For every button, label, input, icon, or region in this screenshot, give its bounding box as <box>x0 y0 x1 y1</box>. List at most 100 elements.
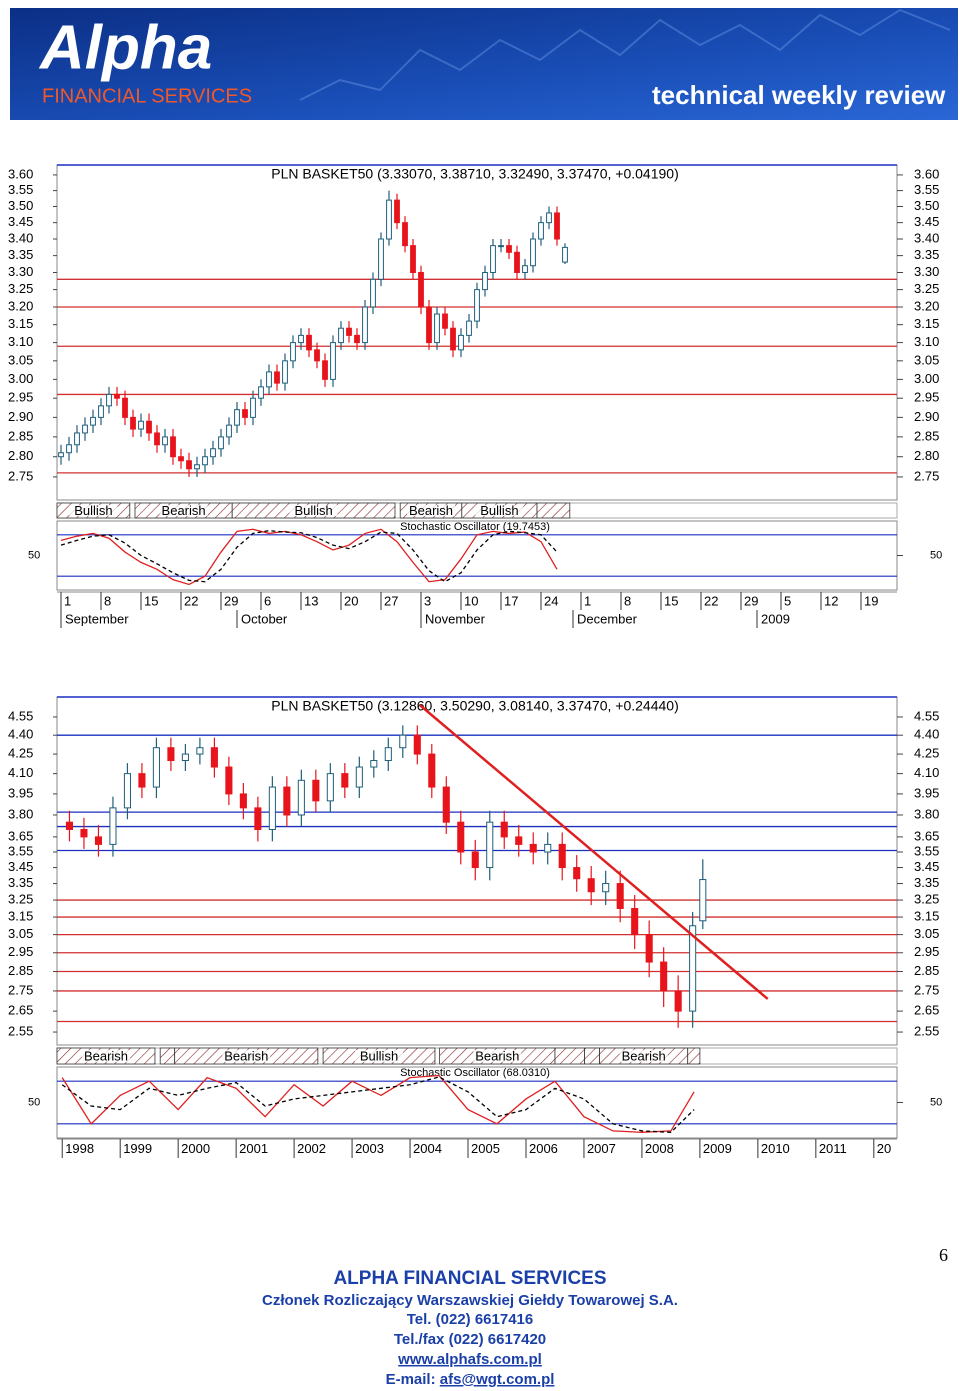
y-tick-label: 3.65 <box>8 828 33 843</box>
x-tick-label: 22 <box>704 593 718 608</box>
candle-body <box>490 245 496 273</box>
candle-body <box>544 843 552 853</box>
candle-body <box>98 405 104 418</box>
y-tick-label-right: 3.20 <box>914 298 939 313</box>
y-tick-label: 2.80 <box>8 448 33 463</box>
candle-body <box>266 371 272 388</box>
candle-body <box>239 793 247 809</box>
candle-body <box>458 334 464 351</box>
candle-body <box>258 386 264 399</box>
candle-body <box>554 212 560 240</box>
y-tick-label-right: 3.55 <box>914 182 939 197</box>
signal-label-bg <box>69 505 118 516</box>
candle-body <box>515 836 523 845</box>
candle-body <box>546 212 552 224</box>
y-tick-label-right: 2.95 <box>914 390 939 405</box>
signal-segment <box>536 502 571 519</box>
y-tick-label: 4.10 <box>8 765 33 780</box>
price-chart: PLN BASKET50 (3.12860, 3.50290, 3.08140,… <box>8 696 942 1158</box>
y-tick-label: 3.40 <box>8 230 33 245</box>
candle-body <box>428 753 436 788</box>
trendline <box>419 704 769 1000</box>
y-tick-label-right: 2.65 <box>914 1003 939 1018</box>
candle-body <box>384 747 392 762</box>
y-tick-label-right: 3.55 <box>914 843 939 858</box>
y-tick-label-right: 3.05 <box>914 352 939 367</box>
candle-body <box>138 420 144 430</box>
candle-body <box>442 786 450 823</box>
stochastic-d <box>60 530 558 583</box>
candle-body <box>602 883 610 893</box>
candle-body <box>522 265 528 273</box>
candle-body <box>689 925 697 1012</box>
plot-frame <box>56 164 898 501</box>
signal-label: Bullish <box>480 503 518 518</box>
candle-body <box>65 821 74 830</box>
candle-body <box>130 416 136 430</box>
period-label: December <box>577 611 638 626</box>
signal-label: Bearish <box>475 1048 519 1063</box>
footer-email-line: E-mail: afs@wgt.com.pl <box>386 1371 555 1388</box>
email-label: E-mail: <box>386 1371 436 1388</box>
y-tick-label: 3.55 <box>8 182 33 197</box>
candle-body <box>330 342 336 380</box>
x-tick-label: 24 <box>544 593 558 608</box>
y-tick-label-right: 2.75 <box>914 468 939 483</box>
candle-body <box>442 313 448 329</box>
chart-title: PLN BASKET50 (3.33070, 3.38710, 3.32490,… <box>271 166 678 182</box>
y-tick-label: 3.95 <box>8 785 33 800</box>
candle-body <box>268 786 276 830</box>
oscillator-tick-label-right: 50 <box>930 549 942 561</box>
report-subtitle: technical weekly review <box>652 80 946 110</box>
y-tick-label: 3.50 <box>8 198 33 213</box>
y-tick-label-right: 3.05 <box>914 926 939 941</box>
x-tick-label: 5 <box>784 593 791 608</box>
y-tick-label-right: 2.95 <box>914 944 939 959</box>
signal-segment <box>159 1047 176 1065</box>
candle-body <box>386 199 392 240</box>
x-tick-label: 1998 <box>65 1141 94 1156</box>
y-tick-label-right: 3.10 <box>914 334 939 349</box>
candle-body <box>66 444 72 454</box>
email-link[interactable]: afs@wgt.com.pl <box>440 1371 555 1388</box>
y-tick-label: 3.60 <box>8 166 33 181</box>
x-tick-label: 15 <box>144 593 158 608</box>
candle-body <box>138 773 146 788</box>
signal-label: Bearish <box>409 503 453 518</box>
footer-fax: Tel./fax (022) 6617420 <box>394 1331 546 1348</box>
candle-body <box>162 436 168 446</box>
period-label: November <box>425 611 486 626</box>
y-tick-label: 3.20 <box>8 298 33 313</box>
candle-body <box>378 238 384 280</box>
signal-label-bg <box>355 1050 404 1062</box>
candle-body <box>154 432 160 446</box>
x-tick-label: 2007 <box>587 1141 616 1156</box>
y-tick-label-right: 2.90 <box>914 409 939 424</box>
x-tick-label: 1 <box>64 593 71 608</box>
y-tick-label: 3.15 <box>8 316 33 331</box>
y-tick-label-right: 2.75 <box>914 982 939 997</box>
y-tick-label-right: 3.45 <box>914 214 939 229</box>
y-tick-label-right: 3.95 <box>914 785 939 800</box>
y-tick-label: 4.25 <box>8 746 33 761</box>
stochastic-k <box>61 1074 695 1133</box>
x-tick-label: 20 <box>877 1141 891 1156</box>
signal-label-bg <box>289 505 338 516</box>
candle-body <box>474 289 480 322</box>
y-tick-label-right: 3.15 <box>914 316 939 331</box>
candle-body <box>573 867 581 880</box>
x-tick-label: 1 <box>584 593 591 608</box>
footer-website[interactable]: www.alphafs.com.pl <box>397 1351 542 1368</box>
x-tick-label: 2000 <box>181 1141 210 1156</box>
candle-body <box>466 320 472 336</box>
x-tick-label: 2009 <box>703 1141 732 1156</box>
signal-label-bg <box>475 505 524 516</box>
x-tick-label: 19 <box>864 593 878 608</box>
signal-label: Bearish <box>84 1048 128 1063</box>
signal-label-bg <box>407 505 455 516</box>
candle-body <box>74 432 80 446</box>
candle-body <box>674 990 682 1012</box>
candle-body <box>178 456 184 462</box>
candle-body <box>314 349 320 362</box>
candle-body <box>498 245 504 248</box>
